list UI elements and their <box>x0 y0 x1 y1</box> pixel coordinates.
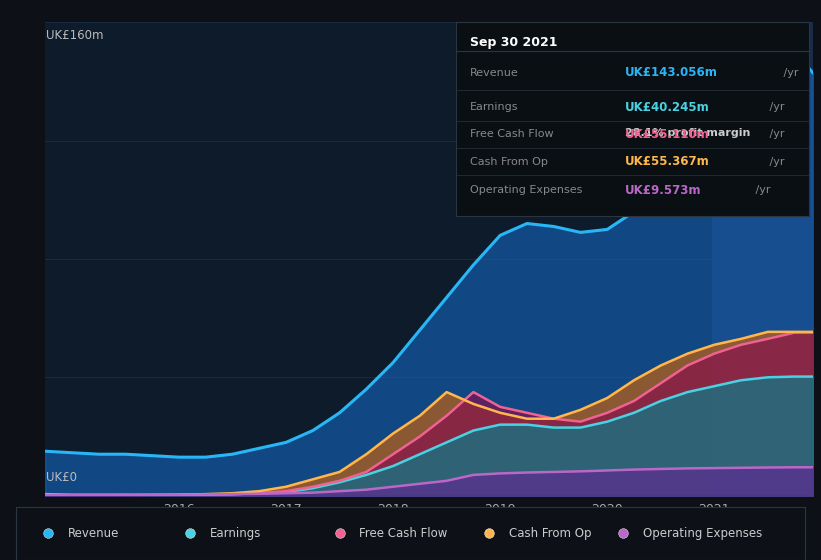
Text: Cash From Op: Cash From Op <box>470 156 548 166</box>
Text: UK£160m: UK£160m <box>46 30 103 43</box>
Text: 28.1% profit margin: 28.1% profit margin <box>625 128 750 138</box>
Bar <box>712 22 816 496</box>
Text: Cash From Op: Cash From Op <box>509 527 591 540</box>
Text: Earnings: Earnings <box>209 527 261 540</box>
Text: UK£40.245m: UK£40.245m <box>625 101 710 114</box>
Text: /yr: /yr <box>752 185 771 195</box>
Text: Operating Expenses: Operating Expenses <box>470 185 582 195</box>
Text: UK£55.110m: UK£55.110m <box>625 128 709 141</box>
Text: UK£9.573m: UK£9.573m <box>625 184 702 197</box>
Text: UK£0: UK£0 <box>46 471 77 484</box>
Text: UK£55.367m: UK£55.367m <box>625 155 710 168</box>
Text: Earnings: Earnings <box>470 102 518 113</box>
Text: /yr: /yr <box>766 129 785 139</box>
Text: Free Cash Flow: Free Cash Flow <box>470 129 553 139</box>
Text: /yr: /yr <box>781 68 799 78</box>
Text: Operating Expenses: Operating Expenses <box>643 527 762 540</box>
Text: /yr: /yr <box>766 102 785 113</box>
Text: Revenue: Revenue <box>470 68 519 78</box>
Text: /yr: /yr <box>766 156 785 166</box>
Text: Revenue: Revenue <box>67 527 119 540</box>
Text: UK£143.056m: UK£143.056m <box>625 66 718 79</box>
Text: Sep 30 2021: Sep 30 2021 <box>470 36 557 49</box>
Text: Free Cash Flow: Free Cash Flow <box>360 527 447 540</box>
